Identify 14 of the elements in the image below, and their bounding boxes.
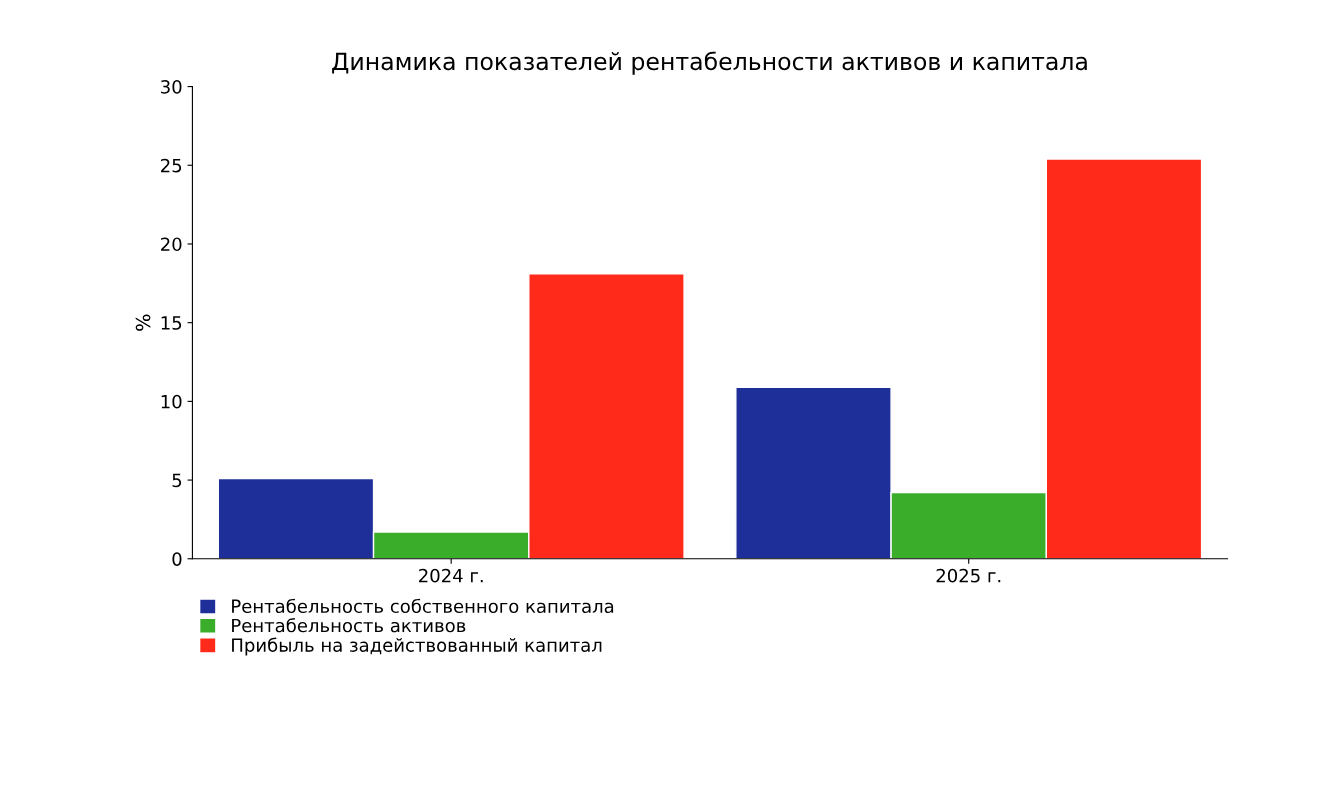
x-tick-label: 2024 г.	[419, 568, 483, 583]
legend-label: Прибыль на задействованный капитал	[232, 637, 602, 656]
y-tick-label: 0	[172, 552, 182, 566]
y-tick-label: 30	[161, 80, 182, 94]
legend-label: Рентабельность собственного капитала	[232, 598, 614, 614]
y-tick-label: 20	[161, 237, 182, 252]
y-tick-label: 15	[161, 316, 182, 330]
y-axis-title: %	[135, 314, 151, 331]
legend-label: Рентабельность активов	[232, 618, 466, 633]
y-tick-label: 25	[161, 158, 182, 173]
y-tick-label: 5	[172, 473, 182, 488]
y-tick-label: 10	[161, 394, 182, 409]
x-tick-label: 2025 г.	[936, 568, 1001, 583]
chart-title: Динамика показателей рентабельности активов и капитала	[332, 51, 1087, 75]
